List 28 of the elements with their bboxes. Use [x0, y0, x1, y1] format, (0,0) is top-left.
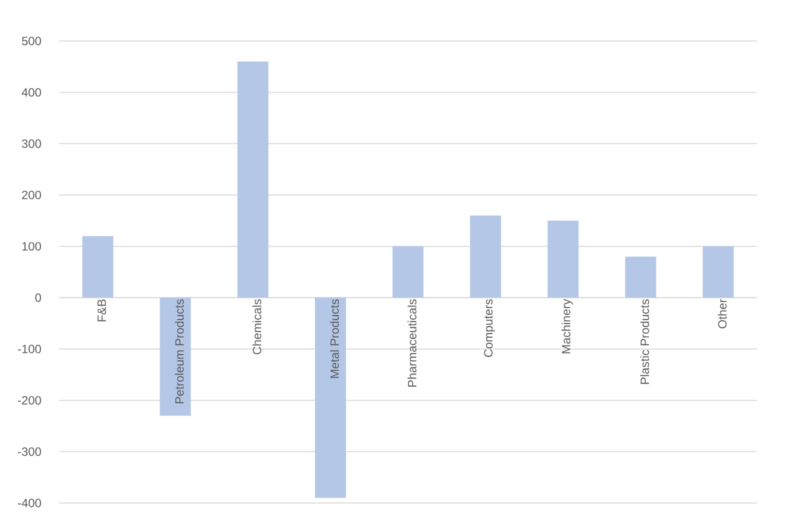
y-tick-label: -400 [18, 498, 42, 508]
y-tick-label: 100 [22, 242, 42, 251]
bar [548, 220, 579, 298]
x-tick-label: Petroleum Products [174, 299, 184, 404]
y-tick-label: -100 [18, 344, 42, 354]
y-tick-label: -200 [18, 396, 42, 405]
bar [470, 216, 502, 298]
bar [314, 298, 346, 498]
x-tick-label: Chemicals [252, 299, 262, 354]
bar [82, 236, 114, 298]
bar [392, 246, 424, 298]
x-tick-label: Plastic Products [640, 299, 650, 384]
x-tick-label: Pharmaceuticals [408, 299, 416, 387]
x-tick-label: Machinery [562, 298, 573, 354]
x-tick-label: F&B [98, 299, 106, 322]
bar [702, 246, 734, 298]
y-tick-label: 200 [22, 190, 42, 200]
bar [160, 298, 191, 416]
x-tick-label: Computers [484, 299, 495, 357]
y-tick-label: 400 [22, 88, 42, 97]
y-tick-label: 500 [22, 36, 42, 46]
bar [625, 256, 656, 298]
y-tick-label: -300 [18, 447, 42, 456]
y-tick-label: 300 [22, 139, 42, 148]
x-tick-label: Metal Products [330, 299, 339, 378]
bar [237, 62, 268, 298]
y-tick-label: 0 [35, 293, 42, 302]
x-tick-label: Other [718, 299, 727, 328]
